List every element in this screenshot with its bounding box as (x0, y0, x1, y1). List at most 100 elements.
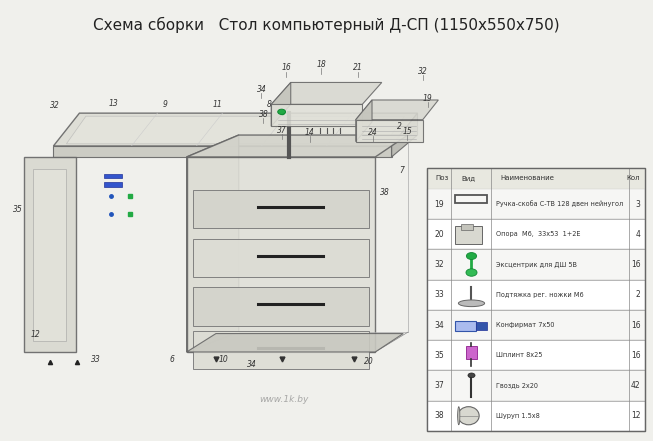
Text: 8: 8 (267, 100, 272, 109)
Text: 38: 38 (434, 411, 444, 420)
Text: 32: 32 (418, 67, 428, 76)
Text: Шплинт 8х25: Шплинт 8х25 (496, 352, 543, 358)
Text: Ручка-скоба С-ТВ 128 двен нейнугол: Ручка-скоба С-ТВ 128 двен нейнугол (496, 201, 624, 207)
Bar (427, 400, 645, 431)
Bar (454, 321, 476, 331)
Text: 9: 9 (163, 100, 168, 109)
Text: 18: 18 (317, 60, 326, 69)
Bar (427, 370, 645, 400)
Text: Эксцентрик для ДШ 5В: Эксцентрик для ДШ 5В (496, 262, 577, 268)
Text: 24: 24 (368, 128, 378, 137)
Text: Поз: Поз (436, 176, 449, 181)
Polygon shape (356, 100, 438, 120)
Text: 4: 4 (635, 230, 641, 239)
Text: 11: 11 (212, 100, 222, 109)
Polygon shape (187, 135, 407, 157)
Text: 10: 10 (219, 355, 229, 364)
Circle shape (278, 109, 285, 115)
Polygon shape (187, 135, 239, 352)
Text: 2: 2 (397, 122, 402, 131)
Ellipse shape (458, 407, 460, 425)
Bar (104, 174, 122, 178)
Text: 34: 34 (434, 321, 444, 329)
Text: 20: 20 (364, 357, 374, 366)
Polygon shape (193, 287, 369, 325)
Text: 35: 35 (14, 205, 23, 214)
Bar (104, 183, 122, 187)
Ellipse shape (458, 300, 485, 306)
Polygon shape (187, 333, 403, 352)
Text: 37: 37 (278, 126, 287, 135)
Polygon shape (187, 157, 375, 352)
Text: 13: 13 (108, 98, 118, 108)
Bar (427, 340, 645, 370)
Polygon shape (193, 331, 369, 370)
Bar (427, 189, 645, 219)
Text: Опора  М6,  33х53  1+2Е: Опора М6, 33х53 1+2Е (496, 231, 581, 237)
Text: 16: 16 (631, 351, 641, 360)
Text: 16: 16 (631, 260, 641, 269)
Bar (427, 219, 645, 250)
Polygon shape (271, 82, 382, 105)
Polygon shape (356, 100, 372, 142)
Polygon shape (193, 239, 369, 277)
Text: 21: 21 (353, 64, 362, 72)
Text: 12: 12 (631, 411, 641, 420)
Circle shape (466, 269, 477, 276)
Bar (455, 226, 483, 243)
Text: 37: 37 (434, 381, 444, 390)
Polygon shape (67, 116, 404, 144)
Text: Вид: Вид (461, 176, 475, 181)
Text: www.1k.by: www.1k.by (259, 395, 309, 404)
Text: 20: 20 (434, 230, 444, 239)
Text: 15: 15 (402, 127, 412, 136)
Text: 14: 14 (305, 128, 315, 137)
Circle shape (466, 253, 477, 259)
Text: Подтяжка рег. ножки М6: Подтяжка рег. ножки М6 (496, 292, 584, 298)
Text: 35: 35 (434, 351, 444, 360)
Bar (427, 168, 645, 189)
Polygon shape (24, 157, 76, 352)
Text: 19: 19 (434, 200, 444, 209)
Text: 16: 16 (281, 64, 291, 72)
Text: 16: 16 (631, 321, 641, 329)
Text: Конфирмат 7х50: Конфирмат 7х50 (496, 322, 554, 328)
Circle shape (468, 373, 475, 378)
Polygon shape (392, 113, 417, 157)
Text: Кол: Кол (626, 176, 640, 181)
Text: 38: 38 (380, 187, 390, 197)
Text: 7: 7 (399, 166, 404, 175)
Bar (427, 250, 645, 280)
Text: 33: 33 (434, 290, 444, 299)
Text: 2: 2 (636, 290, 641, 299)
Text: 12: 12 (30, 330, 40, 339)
Bar (461, 224, 473, 229)
Polygon shape (193, 190, 369, 228)
Text: 33: 33 (91, 355, 101, 364)
Polygon shape (33, 169, 67, 341)
Bar (455, 195, 487, 203)
Polygon shape (271, 82, 291, 126)
Text: Шуруп 1.5х8: Шуруп 1.5х8 (496, 413, 540, 419)
Text: 6: 6 (170, 355, 175, 364)
Text: 38: 38 (259, 110, 268, 119)
Polygon shape (54, 113, 417, 146)
Polygon shape (54, 146, 392, 157)
Text: 34: 34 (247, 360, 257, 369)
Text: 19: 19 (423, 94, 433, 103)
Text: Гвоздь 2х20: Гвоздь 2х20 (496, 382, 538, 389)
Bar (427, 168, 645, 431)
Text: Наименование: Наименование (501, 176, 554, 181)
Text: 34: 34 (257, 85, 266, 93)
Text: 42: 42 (631, 381, 641, 390)
Polygon shape (356, 120, 422, 142)
Polygon shape (271, 105, 362, 126)
Bar (466, 346, 477, 359)
Text: 32: 32 (434, 260, 444, 269)
Text: 32: 32 (50, 101, 60, 110)
Text: Схема сборки   Стол компьютерный Д-СП (1150х550х750): Схема сборки Стол компьютерный Д-СП (115… (93, 17, 560, 33)
Bar (427, 168, 645, 431)
Bar (427, 310, 645, 340)
Text: 3: 3 (635, 200, 641, 209)
Ellipse shape (458, 407, 479, 425)
